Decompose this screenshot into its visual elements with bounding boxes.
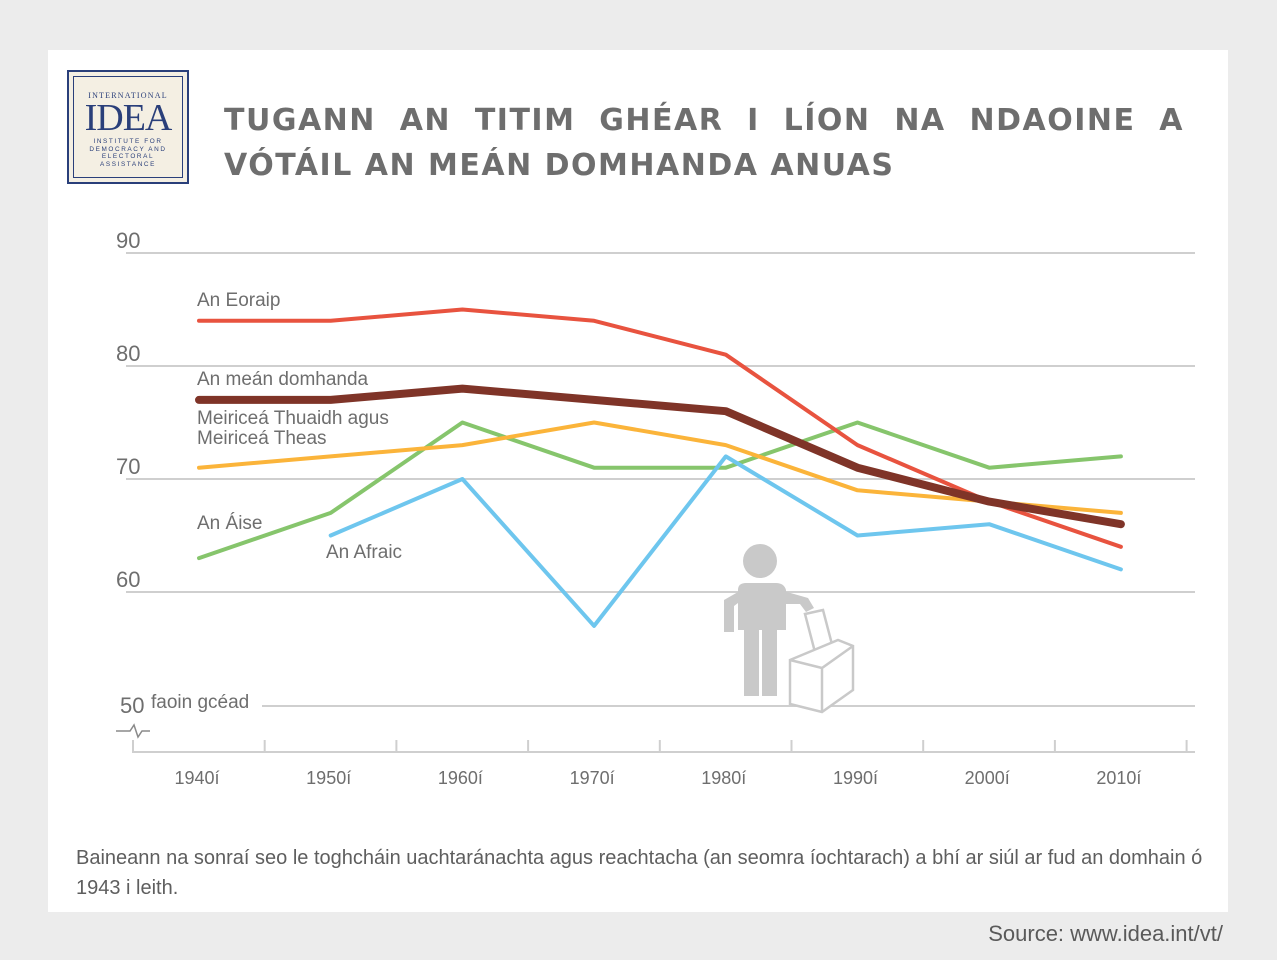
series-label: Meiriceá Thuaidh agus (197, 408, 389, 429)
series-line-3 (197, 420, 1123, 561)
voter-head (743, 544, 777, 578)
y-axis-unit-label: faoin gcéad (151, 692, 249, 713)
voter-right-leg (762, 626, 777, 696)
chart-title: TUGANN AN TITIM GHÉAR I LÍON NA NDAOINE … (224, 103, 1184, 183)
chart-footnote: Baineann na sonraí seo le toghcháin uach… (76, 847, 1203, 899)
voter-right-arm (780, 590, 814, 612)
y-tick-label: 60 (116, 567, 140, 592)
x-tick-label: 1960í (438, 768, 483, 788)
x-tick-label: 2010í (1096, 768, 1141, 788)
voter-torso (738, 583, 786, 630)
logo-sub-line: INSTITUTE FOR (93, 138, 163, 145)
source-credit: Source: www.idea.int/vt/ (988, 921, 1223, 946)
x-tick-label: 1940í (174, 768, 219, 788)
ballot-box-edges (789, 644, 854, 712)
logo-top-text: INTERNATIONAL (88, 91, 168, 100)
y-tick-label: 50 (120, 693, 144, 718)
series-label: An Áise (197, 513, 262, 534)
logo-sub-text: INSTITUTE FOR DEMOCRACY AND ELECTORAL AS… (74, 138, 182, 168)
logo-sub-line: ASSISTANCE (99, 160, 156, 168)
series-label: An Eoraip (197, 290, 280, 311)
x-tick-label: 1980í (701, 768, 746, 788)
voter-left-arm (724, 592, 742, 632)
y-tick-label: 70 (116, 454, 140, 479)
voter-left-leg (744, 626, 759, 696)
axis-break-icon (116, 723, 150, 739)
y-tick-label: 80 (116, 341, 140, 366)
voter-ballot-box-icon (724, 544, 855, 714)
series-line-4 (328, 454, 1123, 628)
idea-logo: INTERNATIONAL IDEA INSTITUTE FOR DEMOCRA… (67, 70, 189, 184)
logo-sub-line: ELECTORAL (101, 153, 155, 160)
x-tick-label: 2000í (965, 768, 1010, 788)
x-tick-label: 1970í (570, 768, 615, 788)
logo-main-text: IDEA (84, 97, 173, 139)
x-tick-label: 1990í (833, 768, 878, 788)
logo-sub-line: DEMOCRACY AND (89, 145, 167, 153)
series-label: An meán domhanda (197, 369, 369, 390)
series-label: Meiriceá Theas (197, 428, 327, 449)
series-label: An Afraic (326, 542, 402, 563)
x-tick-label: 1950í (306, 768, 351, 788)
series-line-1 (195, 384, 1125, 529)
chart-card (48, 50, 1228, 912)
logo-frame: INTERNATIONAL IDEA INSTITUTE FOR DEMOCRA… (73, 76, 183, 178)
y-tick-label: 90 (116, 228, 140, 253)
